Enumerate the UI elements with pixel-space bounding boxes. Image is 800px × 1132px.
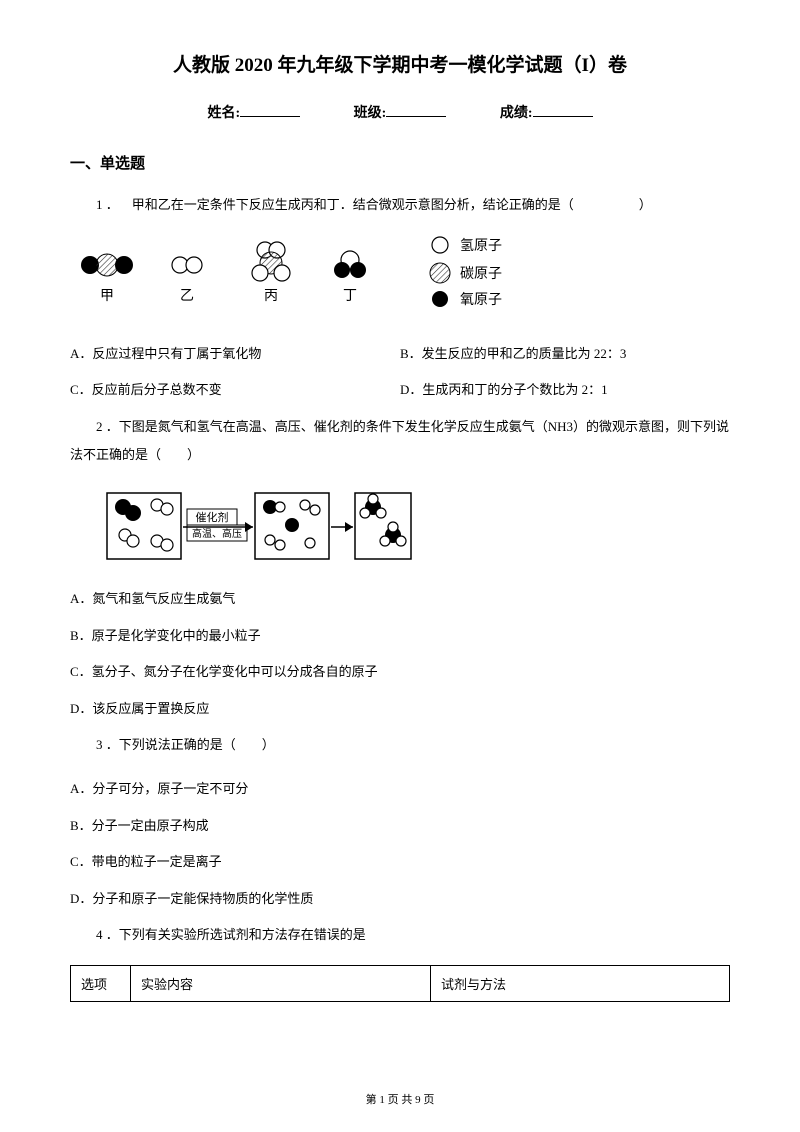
label-jia: 甲 — [100, 289, 114, 304]
q1-options-cd: C．反应前后分子总数不变 D．生成丙和丁的分子个数比为 2：1 — [70, 376, 730, 405]
catalyst-label: 催化剂 — [196, 510, 229, 524]
q2-optA: A．氮气和氢气反应生成氨气 — [70, 585, 730, 614]
th-method: 试剂与方法 — [431, 965, 730, 1001]
question-2: 2 ．下图是氮气和氢气在高温、高压、催化剂的条件下发生化学反应生成氨气（NH3）… — [70, 413, 730, 470]
q2-diagram: 催化剂 高温、高压 — [105, 485, 415, 570]
legend-carbon: 碳原子 — [460, 266, 502, 282]
q2-optC: C．氢分子、氮分子在化学变化中可以分成各自的原子 — [70, 658, 730, 687]
q4-number: 4 ． — [96, 927, 119, 942]
question-3: 3 ．下列说法正确的是（ ） — [70, 731, 730, 760]
class-blank — [386, 116, 446, 117]
score-label: 成绩: — [500, 106, 533, 121]
q1-diagram: 甲 乙 丙 丁 氢原子 碳原子 氧原子 — [70, 235, 730, 325]
page-footer: 第 1 页 共 9 页 — [0, 1091, 800, 1107]
question-1: 1 ． 甲和乙在一定条件下反应生成丙和丁．结合微观示意图分析，结论正确的是（ ） — [70, 191, 730, 220]
student-info: 姓名: 班级: 成绩: — [70, 102, 730, 122]
q3-optD: D．分子和原子一定能保持物质的化学性质 — [70, 885, 730, 914]
class-label: 班级: — [354, 106, 387, 121]
q1-optD: D．生成丙和丁的分子个数比为 2：1 — [400, 376, 730, 405]
q4-table: 选项 实验内容 试剂与方法 — [70, 965, 730, 1002]
legend-hydrogen: 氢原子 — [460, 238, 502, 254]
section-header: 一、单选题 — [70, 152, 730, 173]
condition-label: 高温、高压 — [192, 527, 242, 540]
q1-optC: C．反应前后分子总数不变 — [70, 376, 400, 405]
q1-options-ab: A．反应过程中只有丁属于氧化物 B．发生反应的甲和乙的质量比为 22：3 — [70, 340, 730, 369]
q1-text: 甲和乙在一定条件下反应生成丙和丁．结合微观示意图分析，结论正确的是（ ） — [132, 197, 652, 212]
q2-optD: D．该反应属于置换反应 — [70, 695, 730, 724]
exam-title: 人教版 2020 年九年级下学期中考一模化学试题（I）卷 — [70, 50, 730, 77]
q3-text: 下列说法正确的是（ ） — [119, 737, 275, 752]
q3-optC: C．带电的粒子一定是离子 — [70, 848, 730, 877]
label-ding: 丁 — [343, 289, 357, 304]
name-label: 姓名: — [207, 106, 240, 121]
question-4: 4 ．下列有关实验所选试剂和方法存在错误的是 — [70, 921, 730, 950]
q2-text: 下图是氮气和氢气在高温、高压、催化剂的条件下发生化学反应生成氨气（NH3）的微观… — [70, 419, 729, 463]
label-bing: 丙 — [264, 289, 278, 304]
th-option: 选项 — [71, 965, 131, 1001]
table-row: 选项 实验内容 试剂与方法 — [71, 965, 730, 1001]
q3-number: 3 ． — [96, 737, 119, 752]
name-blank — [240, 116, 300, 117]
q2-number: 2 ． — [96, 419, 119, 434]
th-content: 实验内容 — [131, 965, 431, 1001]
q2-optB: B．原子是化学变化中的最小粒子 — [70, 622, 730, 651]
q1-optB: B．发生反应的甲和乙的质量比为 22：3 — [400, 340, 730, 369]
q3-optA: A．分子可分，原子一定不可分 — [70, 775, 730, 804]
q1-optA: A．反应过程中只有丁属于氧化物 — [70, 340, 400, 369]
q3-optB: B．分子一定由原子构成 — [70, 812, 730, 841]
q1-number: 1 ． — [96, 197, 119, 212]
score-blank — [533, 116, 593, 117]
q4-text: 下列有关实验所选试剂和方法存在错误的是 — [119, 927, 366, 942]
legend-oxygen: 氧原子 — [460, 292, 502, 308]
label-yi: 乙 — [180, 288, 194, 304]
